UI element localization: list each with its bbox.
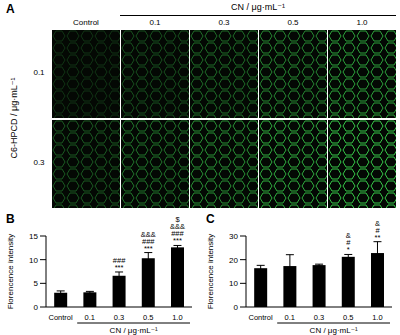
svg-text:***: *** <box>115 263 124 272</box>
svg-text:0.3: 0.3 <box>314 313 324 322</box>
svg-text:Control: Control <box>49 313 74 322</box>
svg-text:0.1: 0.1 <box>85 313 95 322</box>
svg-text:*: * <box>347 245 350 254</box>
svg-text:5: 5 <box>34 279 39 288</box>
svg-text:1.0: 1.0 <box>372 313 382 322</box>
svg-text:0.5: 0.5 <box>343 313 353 322</box>
svg-text:30: 30 <box>229 232 238 241</box>
html-text:B: B <box>6 212 15 226</box>
svg-text:**: ** <box>375 233 381 242</box>
html-text:C6-HPCD / μg·mL⁻¹: C6-HPCD / μg·mL⁻¹ <box>9 77 19 159</box>
html-text:0.3: 0.3 <box>33 158 45 167</box>
svg-text:0: 0 <box>34 303 39 312</box>
html-text:0.3: 0.3 <box>218 18 230 27</box>
html-text:A: A <box>6 2 15 16</box>
html-text:0.1: 0.1 <box>149 18 161 27</box>
svg-text:CN / μg·mL⁻¹: CN / μg·mL⁻¹ <box>110 326 158 335</box>
svg-text:***: *** <box>144 244 153 253</box>
html-text:0.1: 0.1 <box>33 68 45 77</box>
svg-text:Florencence intensity: Florencence intensity <box>6 234 15 310</box>
svg-text:10: 10 <box>29 256 38 265</box>
svg-text:0.1: 0.1 <box>285 313 295 322</box>
html-text:1.0: 1.0 <box>356 18 368 27</box>
svg-text:0.3: 0.3 <box>114 313 124 322</box>
svg-text:20: 20 <box>229 256 238 265</box>
svg-text:10: 10 <box>229 279 238 288</box>
svg-text:15: 15 <box>29 232 38 241</box>
html-text:Control: Control <box>73 18 99 27</box>
html-text:C: C <box>206 212 215 226</box>
svg-text:Control: Control <box>249 313 274 322</box>
svg-text:Florencence intensity: Florencence intensity <box>206 234 215 310</box>
svg-text:***: *** <box>173 236 182 245</box>
svg-text:1.0: 1.0 <box>172 313 182 322</box>
svg-text:CN / μg·mL⁻¹: CN / μg·mL⁻¹ <box>310 326 358 335</box>
html-text:CN / μg·mL⁻¹: CN / μg·mL⁻¹ <box>231 2 285 12</box>
html-text:0.5: 0.5 <box>287 18 299 27</box>
svg-text:0: 0 <box>234 303 239 312</box>
svg-text:0.5: 0.5 <box>143 313 153 322</box>
